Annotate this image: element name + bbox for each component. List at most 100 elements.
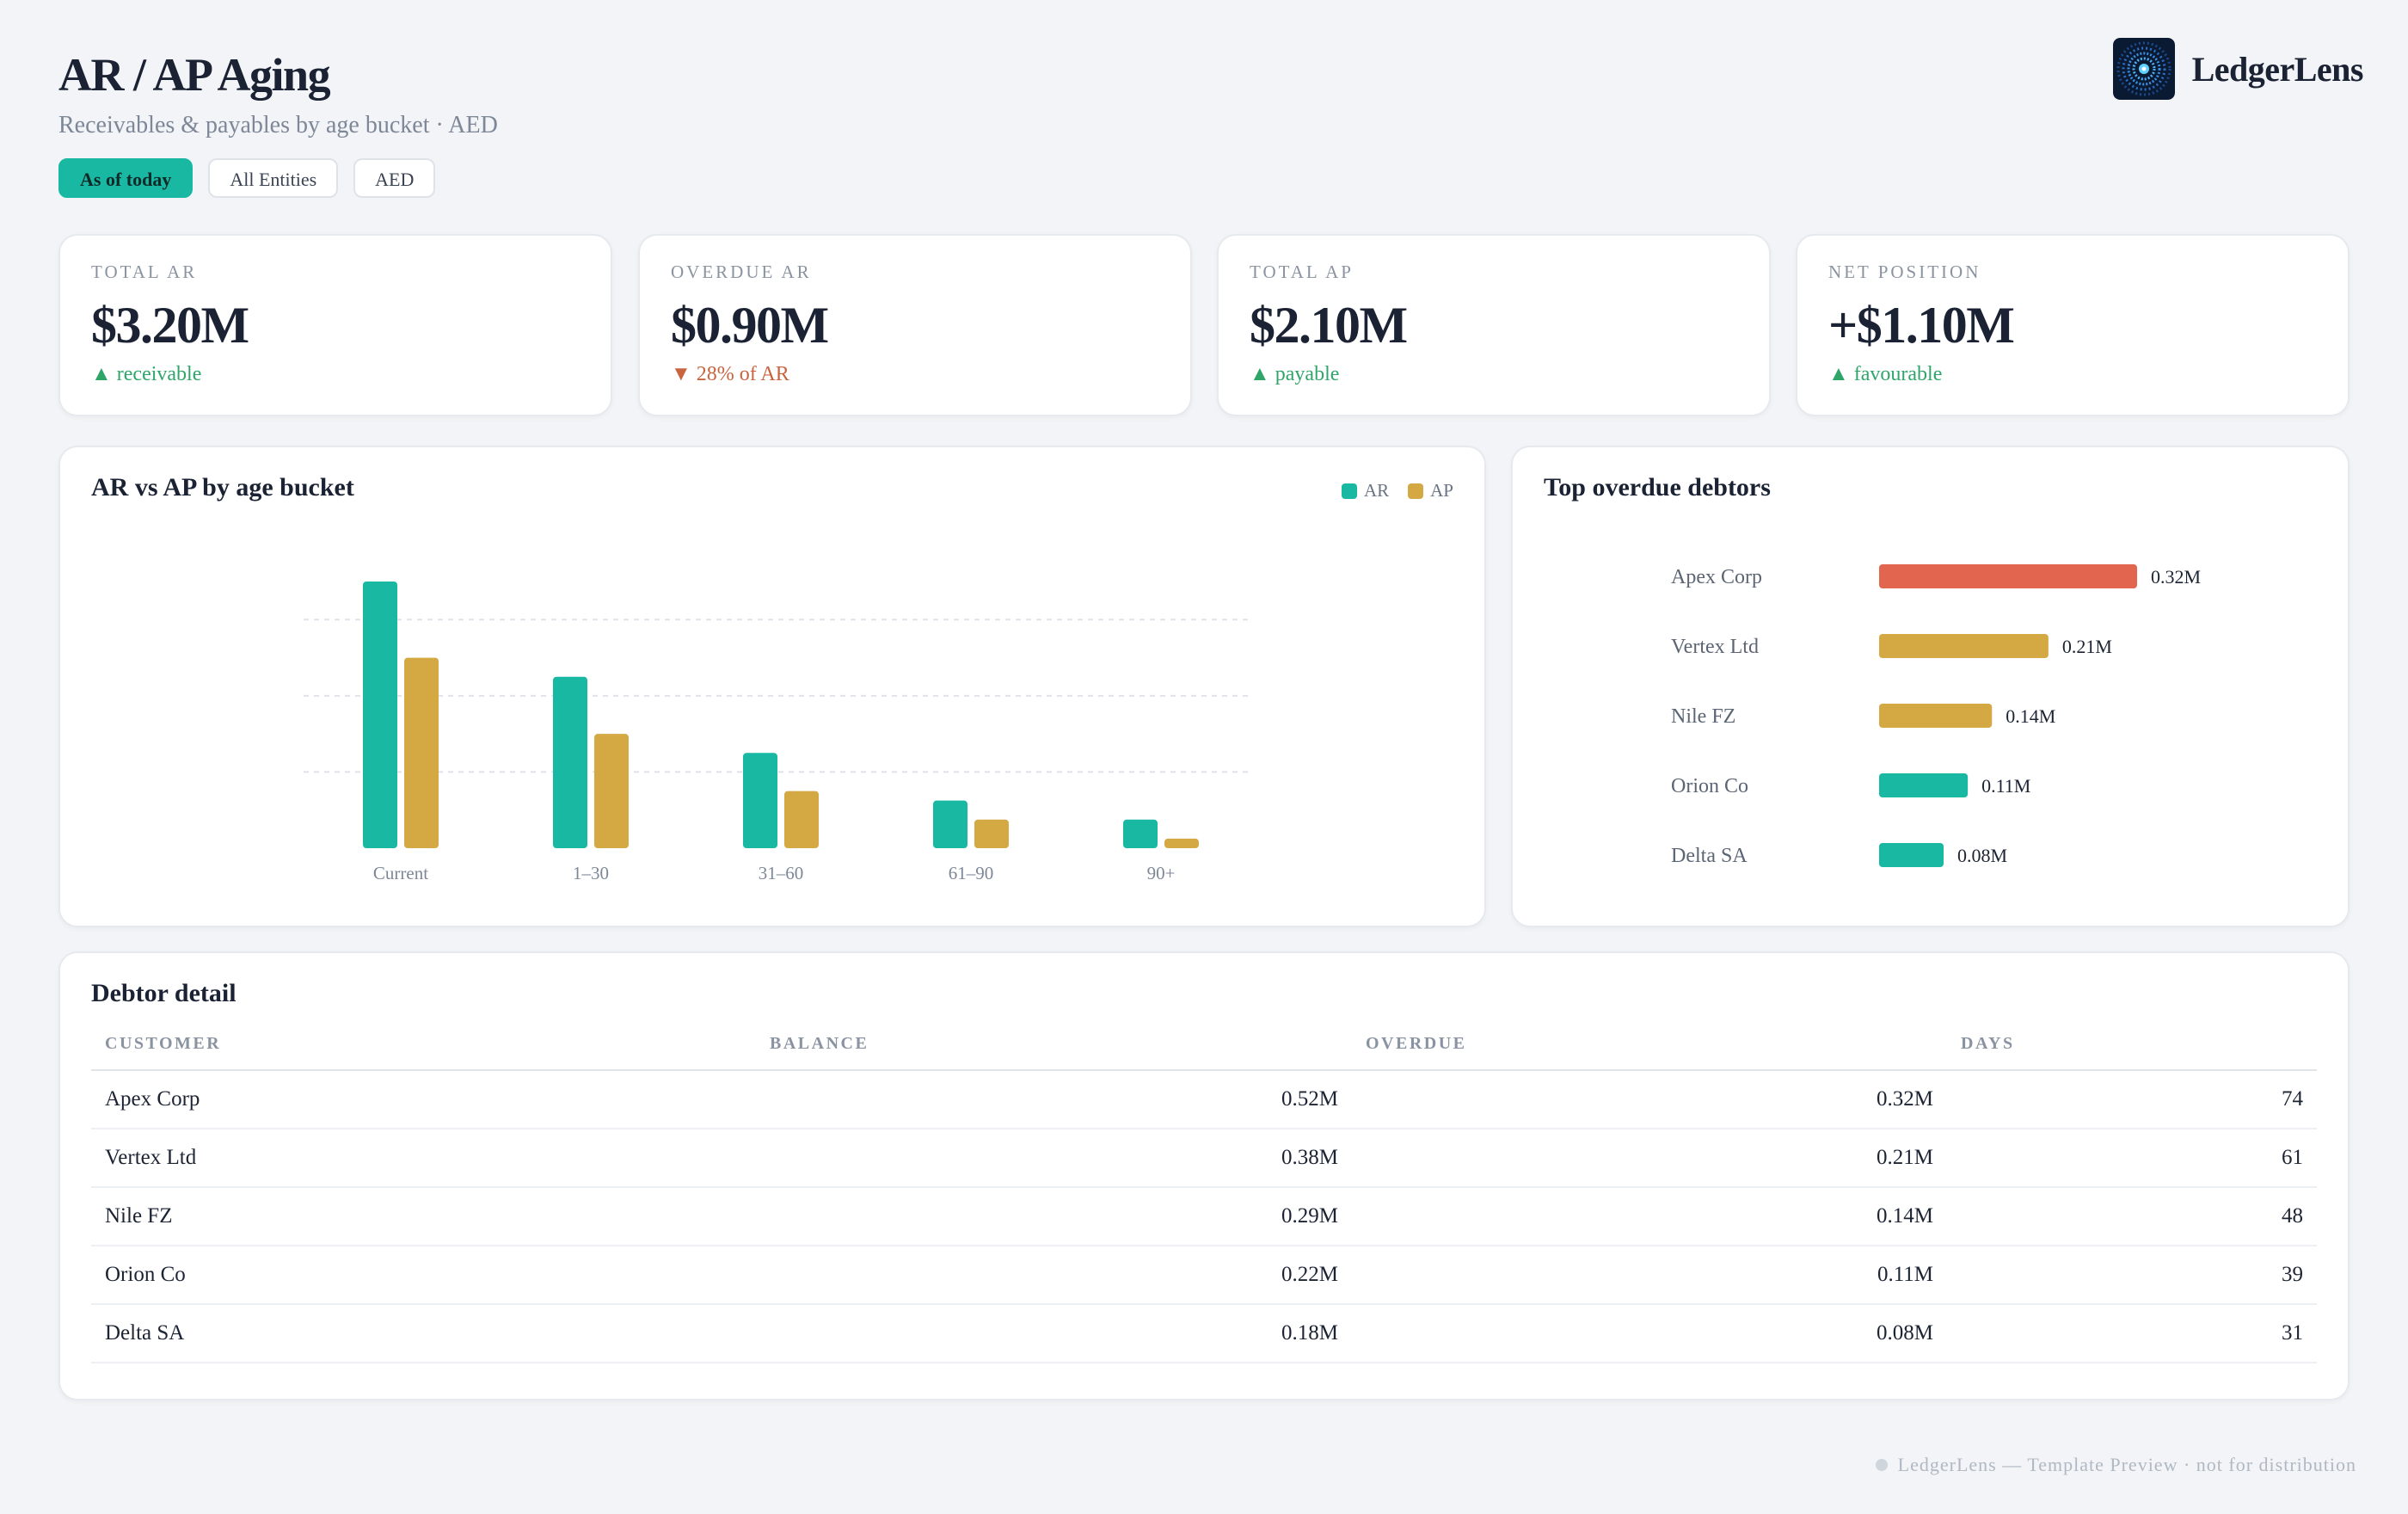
debtor-value-label: 0.32M: [2151, 566, 2201, 588]
cell-days: 48: [1947, 1187, 2317, 1246]
debtor-bar-1[interactable]: [1879, 634, 2049, 658]
kpi-card-net-position: NET POSITION +$1.10M ▲ favourable: [1796, 234, 2350, 416]
cell-days: 74: [1947, 1070, 2317, 1129]
debtor-bar-2[interactable]: [1879, 704, 1993, 728]
table-header-row: CUSTOMER BALANCE OVERDUE DAYS: [91, 1034, 2317, 1071]
legend-item-ar: AR: [1341, 480, 1389, 502]
kpi-card-overdue-ar: OVERDUE AR $0.90M ▼ 28% of AR: [638, 234, 1192, 416]
kpi-label: TOTAL AP: [1250, 262, 1354, 282]
debtor-bar-0[interactable]: [1879, 564, 2137, 588]
cell-customer: Nile FZ: [91, 1187, 756, 1246]
aging-bar-chart: Current 1–30 31–60 61–90 90+: [304, 582, 1251, 883]
debtor-bar-3[interactable]: [1879, 773, 1969, 797]
trend-up-icon: ▲: [1250, 363, 1270, 385]
cell-balance: 0.38M: [756, 1129, 1352, 1188]
column-header-overdue[interactable]: OVERDUE: [1352, 1034, 1947, 1071]
cell-days: 61: [1947, 1129, 2317, 1188]
debtor-bar-4[interactable]: [1879, 843, 1944, 867]
cell-overdue: 0.32M: [1352, 1070, 1947, 1129]
table-row[interactable]: Delta SA 0.18M 0.08M 31: [91, 1304, 2317, 1363]
kpi-label: OVERDUE AR: [671, 262, 812, 282]
cell-customer: Orion Co: [91, 1246, 756, 1305]
column-header-days[interactable]: DAYS: [1947, 1034, 2317, 1071]
kpi-delta: ▲ payable: [1250, 363, 1340, 385]
cell-overdue: 0.11M: [1352, 1246, 1947, 1305]
x-tick-label: Current: [373, 863, 428, 883]
debtor-label: Nile FZ: [1671, 705, 1735, 728]
bar-ar-4[interactable]: [1123, 819, 1158, 848]
column-header-customer[interactable]: CUSTOMER: [91, 1034, 756, 1071]
kpi-delta: ▲ favourable: [1828, 363, 1943, 385]
debtor-value-label: 0.08M: [1957, 845, 2007, 866]
bar-ar-0[interactable]: [363, 582, 397, 848]
x-tick-label: 1–30: [573, 863, 609, 883]
bar-ap-4[interactable]: [1164, 838, 1199, 848]
cell-days: 39: [1947, 1246, 2317, 1305]
ledgerlens-radial-logo-icon: [2112, 38, 2175, 100]
x-tick-label: 90+: [1147, 863, 1176, 883]
kpi-value: $2.10M: [1250, 297, 1408, 354]
trend-up-icon: ▲: [1828, 363, 1849, 385]
debtor-label: Delta SA: [1671, 845, 1748, 867]
legend-item-ap: AP: [1408, 480, 1453, 502]
filter-chip-entities[interactable]: All Entities: [208, 158, 339, 198]
debtor-label: Orion Co: [1671, 775, 1748, 797]
kpi-delta: ▼ 28% of AR: [671, 363, 789, 385]
debtor-value-label: 0.14M: [2006, 705, 2055, 727]
kpi-value: $3.20M: [91, 297, 249, 354]
table-row[interactable]: Orion Co 0.22M 0.11M 39: [91, 1246, 2317, 1305]
cell-balance: 0.52M: [756, 1070, 1352, 1129]
debtor-label: Vertex Ltd: [1671, 636, 1759, 658]
top-debtors-bar-chart: Apex Corp 0.32M Vertex Ltd 0.21M Nile FZ 0.14…: [1671, 564, 2201, 867]
bar-ap-2[interactable]: [784, 791, 819, 848]
bar-ap-1[interactable]: [594, 734, 629, 848]
debtor-label: Apex Corp: [1671, 566, 1762, 588]
cell-customer: Delta SA: [91, 1304, 756, 1363]
chart-title: Top overdue debtors: [1544, 473, 1771, 502]
kpi-delta: ▲ receivable: [91, 363, 202, 385]
column-header-balance[interactable]: BALANCE: [756, 1034, 1352, 1071]
brand-name: LedgerLens: [2191, 49, 2364, 89]
page-title: AR / AP Aging: [58, 49, 331, 101]
cell-balance: 0.18M: [756, 1304, 1352, 1363]
cell-days: 31: [1947, 1304, 2317, 1363]
footer-text: LedgerLens — Template Preview · not for …: [1897, 1454, 2356, 1475]
kpi-card-total-ar: TOTAL AR $3.20M ▲ receivable: [58, 234, 612, 416]
kpi-value: +$1.10M: [1828, 297, 2015, 354]
filter-chip-date[interactable]: As of today: [58, 158, 194, 198]
cell-balance: 0.22M: [756, 1246, 1352, 1305]
bar-ar-2[interactable]: [743, 753, 777, 848]
footer-dot-icon: [1875, 1459, 1888, 1471]
table-row[interactable]: Apex Corp 0.52M 0.32M 74: [91, 1070, 2317, 1129]
debtor-value-label: 0.21M: [2062, 636, 2112, 657]
chart-title: AR vs AP by age bucket: [91, 473, 354, 502]
table-row[interactable]: Nile FZ 0.29M 0.14M 48: [91, 1187, 2317, 1246]
trend-down-icon: ▼: [671, 363, 691, 385]
kpi-value: $0.90M: [671, 297, 829, 354]
cell-overdue: 0.21M: [1352, 1129, 1947, 1188]
cell-customer: Vertex Ltd: [91, 1129, 756, 1188]
filter-chip-currency[interactable]: AED: [353, 158, 436, 198]
x-tick-label: 61–90: [949, 863, 994, 883]
table-row[interactable]: Vertex Ltd 0.38M 0.21M 61: [91, 1129, 2317, 1188]
footer: LedgerLens — Template Preview · not for …: [1875, 1454, 2356, 1476]
table-title: Debtor detail: [91, 979, 236, 1007]
cell-customer: Apex Corp: [91, 1070, 756, 1129]
cell-overdue: 0.08M: [1352, 1304, 1947, 1363]
debtor-detail-card: Debtor detail CUSTOMER BALANCE OVERDUE D…: [58, 951, 2350, 1400]
kpi-card-total-ap: TOTAL AP $2.10M ▲ payable: [1217, 234, 1771, 416]
page-subtitle: Receivables & payables by age bucket · A…: [58, 112, 498, 138]
brand: LedgerLens: [2112, 38, 2364, 100]
bar-ar-3[interactable]: [933, 800, 968, 848]
aging-chart-card: AR vs AP by age bucket AR AP Current 1–30…: [58, 446, 1486, 927]
cell-overdue: 0.14M: [1352, 1187, 1947, 1246]
kpi-label: TOTAL AR: [91, 262, 198, 282]
debtor-table: CUSTOMER BALANCE OVERDUE DAYS Apex Corp …: [91, 1034, 2317, 1363]
x-tick-label: 31–60: [759, 863, 804, 883]
bar-ap-0[interactable]: [404, 657, 439, 848]
trend-up-icon: ▲: [91, 363, 112, 385]
bar-ap-3[interactable]: [974, 819, 1009, 848]
cell-balance: 0.29M: [756, 1187, 1352, 1246]
bar-ar-1[interactable]: [553, 676, 587, 848]
kpi-label: NET POSITION: [1828, 262, 1981, 282]
